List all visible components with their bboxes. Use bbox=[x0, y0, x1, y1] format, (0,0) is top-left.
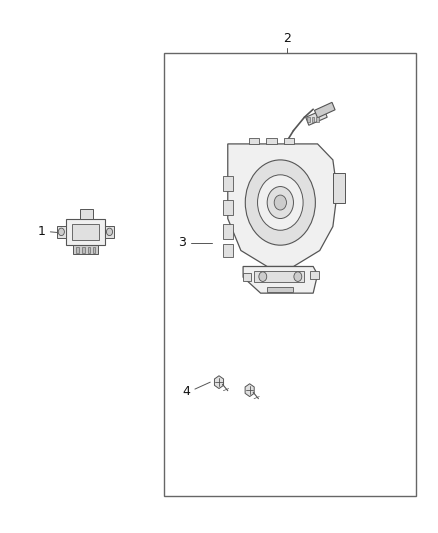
Polygon shape bbox=[307, 117, 310, 122]
Polygon shape bbox=[243, 266, 318, 293]
Polygon shape bbox=[316, 117, 319, 122]
Polygon shape bbox=[73, 245, 98, 254]
Text: 3: 3 bbox=[178, 236, 186, 249]
Circle shape bbox=[274, 195, 286, 210]
Bar bbox=[88, 247, 90, 253]
Polygon shape bbox=[312, 117, 314, 122]
Polygon shape bbox=[333, 173, 345, 203]
Circle shape bbox=[259, 272, 267, 281]
Circle shape bbox=[294, 272, 302, 281]
Bar bbox=[82, 247, 85, 253]
Polygon shape bbox=[310, 271, 319, 279]
Circle shape bbox=[245, 160, 315, 245]
Circle shape bbox=[258, 175, 303, 230]
Polygon shape bbox=[314, 102, 335, 118]
Polygon shape bbox=[223, 176, 233, 191]
Bar bbox=[164, 53, 416, 496]
Polygon shape bbox=[267, 287, 293, 292]
Polygon shape bbox=[66, 219, 105, 245]
Polygon shape bbox=[254, 271, 304, 282]
Bar bbox=[76, 247, 79, 253]
Polygon shape bbox=[245, 384, 254, 397]
Circle shape bbox=[106, 228, 113, 236]
Polygon shape bbox=[306, 109, 327, 125]
Circle shape bbox=[58, 228, 64, 236]
Text: 2: 2 bbox=[283, 33, 291, 45]
Polygon shape bbox=[228, 144, 337, 266]
Polygon shape bbox=[266, 138, 277, 144]
Polygon shape bbox=[57, 226, 66, 238]
Polygon shape bbox=[223, 224, 233, 239]
Polygon shape bbox=[249, 138, 259, 144]
Polygon shape bbox=[72, 224, 99, 240]
Bar bbox=[93, 247, 95, 253]
Polygon shape bbox=[223, 200, 233, 215]
Text: 1: 1 bbox=[38, 225, 46, 238]
Polygon shape bbox=[223, 244, 233, 257]
Polygon shape bbox=[215, 376, 223, 389]
Text: 4: 4 bbox=[182, 385, 190, 398]
Polygon shape bbox=[80, 209, 93, 219]
Polygon shape bbox=[284, 138, 294, 144]
Circle shape bbox=[267, 187, 293, 219]
Polygon shape bbox=[243, 273, 251, 281]
Polygon shape bbox=[105, 226, 114, 238]
